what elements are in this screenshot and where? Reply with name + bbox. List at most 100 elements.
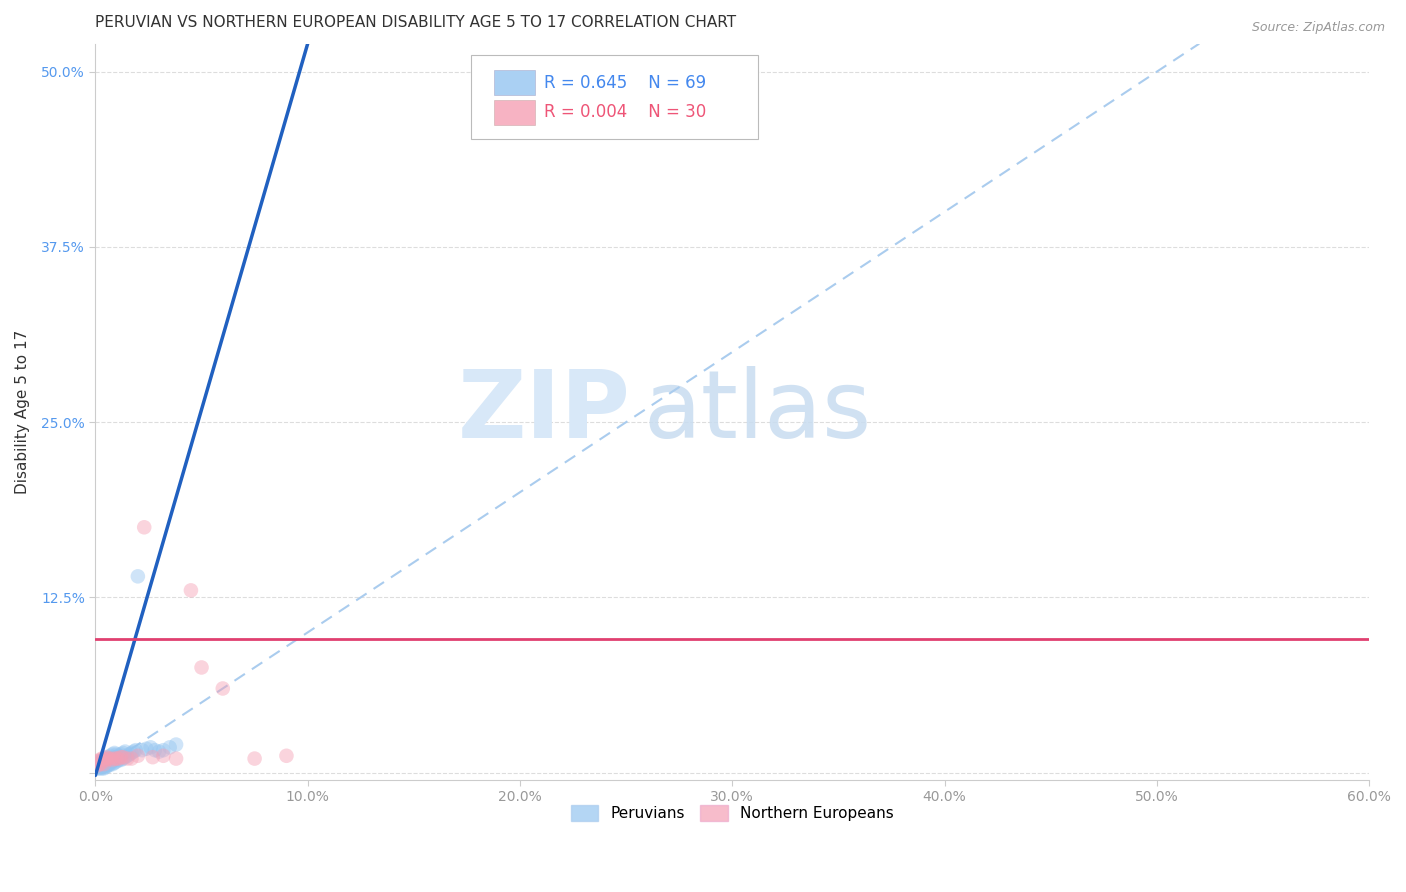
Point	[98, 757, 121, 772]
Point	[94, 758, 117, 772]
Point	[90, 761, 112, 775]
Point	[86, 757, 108, 772]
Point	[93, 761, 115, 775]
Point	[107, 753, 129, 767]
Point	[90, 756, 112, 770]
Point	[101, 755, 124, 769]
Point	[89, 755, 111, 769]
Point	[98, 756, 121, 770]
Point	[94, 751, 117, 765]
Point	[107, 751, 129, 765]
Point	[121, 751, 143, 765]
Point	[90, 758, 112, 772]
Point	[93, 757, 115, 772]
Point	[86, 760, 108, 774]
Point	[159, 740, 181, 755]
Point	[94, 753, 117, 767]
Text: PERUVIAN VS NORTHERN EUROPEAN DISABILITY AGE 5 TO 17 CORRELATION CHART: PERUVIAN VS NORTHERN EUROPEAN DISABILITY…	[96, 15, 737, 30]
Point	[134, 520, 156, 534]
Point	[98, 751, 121, 765]
FancyBboxPatch shape	[471, 54, 758, 139]
Point	[165, 738, 187, 752]
Point	[105, 755, 128, 769]
Point	[89, 761, 111, 775]
Point	[190, 660, 212, 674]
Point	[97, 757, 120, 772]
Point	[243, 751, 266, 765]
Point	[103, 756, 125, 770]
Point	[94, 760, 117, 774]
Point	[103, 753, 125, 767]
Point	[118, 747, 141, 762]
Point	[110, 750, 132, 764]
Point	[90, 755, 112, 769]
Point	[98, 753, 121, 767]
Point	[93, 758, 115, 772]
Point	[117, 748, 139, 763]
Point	[105, 747, 128, 762]
Point	[135, 741, 157, 756]
Point	[90, 751, 112, 765]
Point	[90, 756, 112, 770]
Point	[117, 751, 139, 765]
Point	[152, 743, 174, 757]
Point	[94, 757, 117, 772]
Point	[125, 743, 148, 757]
Point	[110, 747, 132, 762]
Point	[98, 748, 121, 763]
FancyBboxPatch shape	[494, 70, 534, 95]
Point	[86, 761, 108, 775]
Point	[86, 755, 108, 769]
Point	[105, 751, 128, 765]
Point	[110, 753, 132, 767]
Point	[89, 756, 111, 770]
Text: ZIP: ZIP	[457, 366, 630, 458]
Point	[211, 681, 233, 696]
Point	[105, 751, 128, 765]
Point	[101, 747, 124, 762]
Point	[93, 757, 115, 772]
Point	[142, 750, 165, 764]
Point	[152, 748, 174, 763]
Point	[180, 583, 202, 598]
Point	[97, 750, 120, 764]
Point	[90, 760, 112, 774]
Point	[89, 757, 111, 772]
Point	[127, 569, 149, 583]
Point	[103, 746, 125, 760]
Point	[107, 748, 129, 763]
Point	[97, 758, 120, 772]
Point	[97, 756, 120, 770]
Point	[93, 753, 115, 767]
Point	[111, 750, 134, 764]
Point	[93, 751, 115, 765]
Point	[93, 760, 115, 774]
Point	[165, 751, 187, 765]
Point	[111, 746, 134, 760]
Y-axis label: Disability Age 5 to 17: Disability Age 5 to 17	[15, 329, 30, 494]
Point	[139, 740, 162, 755]
Point	[122, 745, 145, 759]
Point	[101, 751, 124, 765]
Point	[94, 755, 117, 769]
FancyBboxPatch shape	[494, 100, 534, 125]
Point	[103, 750, 125, 764]
Point	[94, 750, 117, 764]
Text: R = 0.004    N = 30: R = 0.004 N = 30	[544, 103, 706, 121]
Text: Source: ZipAtlas.com: Source: ZipAtlas.com	[1251, 21, 1385, 34]
Point	[86, 758, 108, 772]
Point	[93, 756, 115, 770]
Point	[111, 751, 134, 765]
Point	[101, 753, 124, 767]
Legend: Peruvians, Northern Europeans: Peruvians, Northern Europeans	[565, 799, 900, 827]
Point	[97, 751, 120, 765]
Point	[127, 748, 149, 763]
Point	[89, 758, 111, 772]
Point	[101, 757, 124, 772]
Point	[114, 745, 136, 759]
Point	[114, 750, 136, 764]
Point	[97, 753, 120, 767]
Point	[276, 748, 298, 763]
Point	[86, 758, 108, 772]
Point	[121, 746, 143, 760]
